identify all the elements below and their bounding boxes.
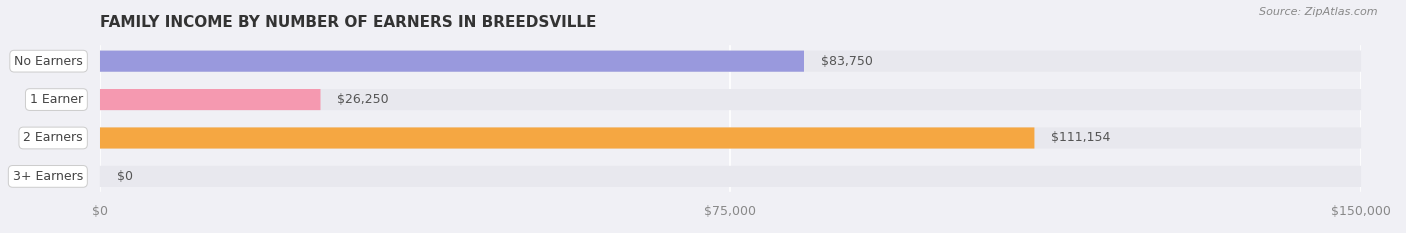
Text: FAMILY INCOME BY NUMBER OF EARNERS IN BREEDSVILLE: FAMILY INCOME BY NUMBER OF EARNERS IN BR… <box>100 15 596 30</box>
Text: 2 Earners: 2 Earners <box>24 131 83 144</box>
Text: $83,750: $83,750 <box>821 55 873 68</box>
FancyBboxPatch shape <box>100 89 321 110</box>
Text: $0: $0 <box>117 170 132 183</box>
FancyBboxPatch shape <box>100 51 1361 72</box>
FancyBboxPatch shape <box>100 166 1361 187</box>
Text: Source: ZipAtlas.com: Source: ZipAtlas.com <box>1260 7 1378 17</box>
Text: $26,250: $26,250 <box>337 93 389 106</box>
Text: No Earners: No Earners <box>14 55 83 68</box>
Text: $111,154: $111,154 <box>1052 131 1111 144</box>
FancyBboxPatch shape <box>100 127 1035 149</box>
Text: 1 Earner: 1 Earner <box>30 93 83 106</box>
FancyBboxPatch shape <box>100 127 1361 149</box>
Text: 3+ Earners: 3+ Earners <box>13 170 83 183</box>
FancyBboxPatch shape <box>100 89 1361 110</box>
FancyBboxPatch shape <box>100 51 804 72</box>
